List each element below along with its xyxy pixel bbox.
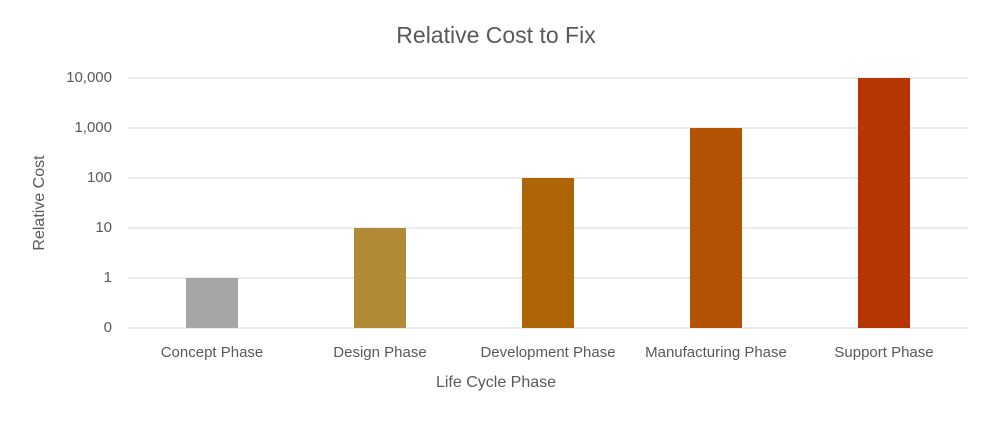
y-tick-label: 10 [95, 219, 112, 236]
bar [522, 178, 574, 328]
x-tick-label: Manufacturing Phase [645, 344, 787, 361]
bar [186, 278, 238, 328]
y-tick-label: 1,000 [74, 119, 112, 136]
y-tick-label: 100 [87, 169, 112, 186]
bar [690, 128, 742, 328]
y-tick-label: 10,000 [66, 69, 112, 86]
x-tick-label: Design Phase [333, 344, 426, 361]
bar [354, 228, 406, 328]
y-tick-label: 1 [104, 269, 112, 286]
chart-title: Relative Cost to Fix [396, 22, 596, 48]
x-tick-label: Concept Phase [161, 344, 264, 361]
bar [858, 78, 910, 328]
y-axis-title: Relative Cost [31, 155, 48, 251]
x-tick-label: Development Phase [480, 344, 615, 361]
x-axis-title: Life Cycle Phase [436, 374, 556, 391]
x-tick-label: Support Phase [834, 344, 933, 361]
y-tick-label: 0 [104, 319, 112, 336]
